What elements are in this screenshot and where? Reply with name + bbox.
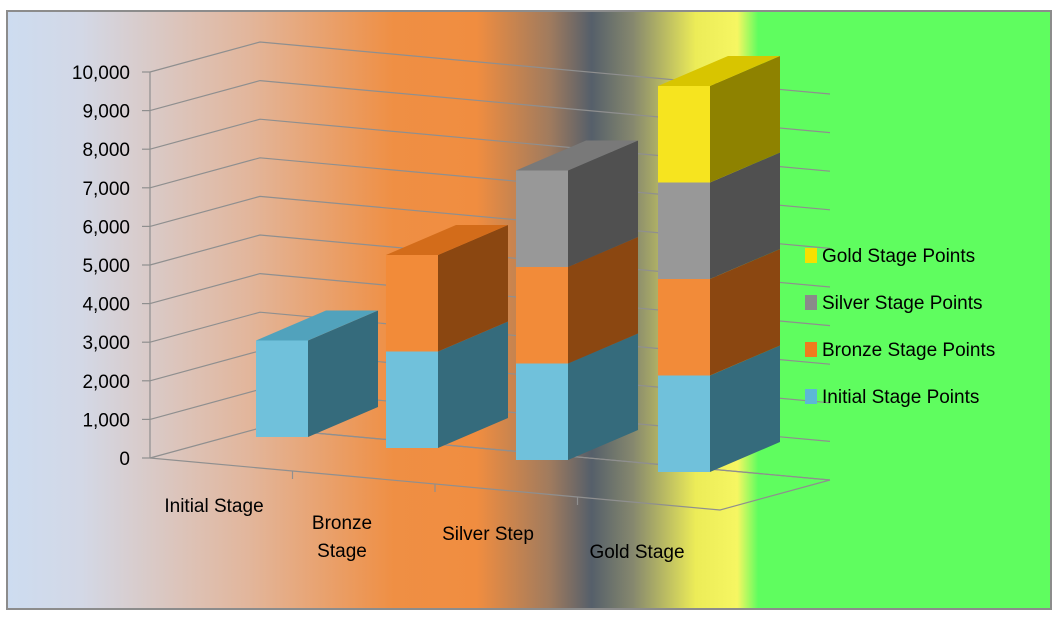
legend-swatch xyxy=(805,342,817,357)
bar-front xyxy=(658,279,710,376)
bar-side xyxy=(568,140,638,267)
gridline xyxy=(149,272,831,327)
y-axis-tick-labels: 0 1,000 2,000 3,000 4,000 5,000 6,000 7,000 8,00… xyxy=(72,63,130,470)
bar-front xyxy=(658,375,710,472)
bar-segment xyxy=(658,345,780,472)
bar-segment xyxy=(256,310,378,437)
bar-segment xyxy=(386,321,508,448)
bar-front xyxy=(516,170,568,267)
y-tick-label: 4,000 xyxy=(82,295,130,316)
bar-front xyxy=(386,255,438,352)
bar-side xyxy=(308,310,378,437)
gridline xyxy=(149,79,831,134)
stacked-3d-bar-chart: 0 1,000 2,000 3,000 4,000 5,000 6,000 7,000 8,00… xyxy=(72,41,995,563)
bar-side xyxy=(568,333,638,460)
legend-label: Silver Stage Points xyxy=(822,293,983,314)
gridline xyxy=(149,157,831,211)
category-label: Bronze Stage xyxy=(312,513,372,562)
bar-segment xyxy=(516,140,638,267)
legend-swatch xyxy=(805,389,817,404)
bar-front xyxy=(658,86,710,183)
gridline xyxy=(149,41,831,95)
category-label: Gold Stage xyxy=(589,542,684,563)
gridline xyxy=(149,234,831,288)
bar-side xyxy=(438,225,508,352)
bar-side xyxy=(710,345,780,472)
x-axis-category-labels: Initial Stage Bronze Stage Silver Step Gold … xyxy=(164,496,684,563)
y-tick-label: 1,000 xyxy=(82,410,130,431)
x-axis-line xyxy=(149,457,831,511)
bar-segment xyxy=(658,152,780,279)
legend-item: Gold Stage Points xyxy=(805,246,975,267)
bar-front xyxy=(386,351,438,448)
legend-item: Bronze Stage Points xyxy=(805,340,995,361)
gridline xyxy=(149,311,831,365)
bar-top xyxy=(386,225,508,255)
y-tick-label: 7,000 xyxy=(82,179,130,200)
y-tick-label: 5,000 xyxy=(82,256,130,277)
y-tick-label: 3,000 xyxy=(82,333,130,354)
bar-side xyxy=(710,56,780,183)
legend: Gold Stage Points Silver Stage Points Bron… xyxy=(805,246,995,408)
bars xyxy=(256,56,780,472)
legend-label: Bronze Stage Points xyxy=(822,340,995,361)
legend-swatch xyxy=(805,295,817,310)
legend-label: Initial Stage Points xyxy=(822,387,979,408)
bar-front xyxy=(658,182,710,279)
bar-side xyxy=(710,152,780,279)
y-tick-label: 8,000 xyxy=(82,140,130,161)
bar-top xyxy=(256,310,378,341)
bar-front xyxy=(516,363,568,460)
bar-front xyxy=(256,340,308,437)
gridlines xyxy=(149,41,831,481)
bar-top xyxy=(658,56,780,86)
bar-side xyxy=(568,237,638,364)
bar-segment xyxy=(386,225,508,352)
bar-side xyxy=(710,249,780,376)
bar-segment xyxy=(516,333,638,460)
bar-top xyxy=(516,140,638,171)
chart-area: 0 1,000 2,000 3,000 4,000 5,000 6,000 7,000 8,00… xyxy=(6,10,1052,610)
y-tick-label: 10,000 xyxy=(72,63,130,84)
bar-segment xyxy=(658,249,780,376)
category-label: Silver Step xyxy=(442,524,534,545)
gridline xyxy=(149,195,831,249)
legend-label: Gold Stage Points xyxy=(822,246,975,267)
bar-segment xyxy=(658,56,780,183)
y-tick-label: 2,000 xyxy=(82,372,130,393)
bar-front xyxy=(516,267,568,364)
y-tick-label: 6,000 xyxy=(82,217,130,238)
y-tick-label: 0 xyxy=(119,449,130,470)
legend-swatch xyxy=(805,248,817,263)
y-tick-label: 9,000 xyxy=(82,102,130,123)
category-label: Initial Stage xyxy=(164,496,263,517)
legend-item: Silver Stage Points xyxy=(805,293,983,314)
gridline xyxy=(149,118,831,172)
bar-side xyxy=(438,321,508,448)
bar-segment xyxy=(516,237,638,364)
legend-item: Initial Stage Points xyxy=(805,387,979,408)
